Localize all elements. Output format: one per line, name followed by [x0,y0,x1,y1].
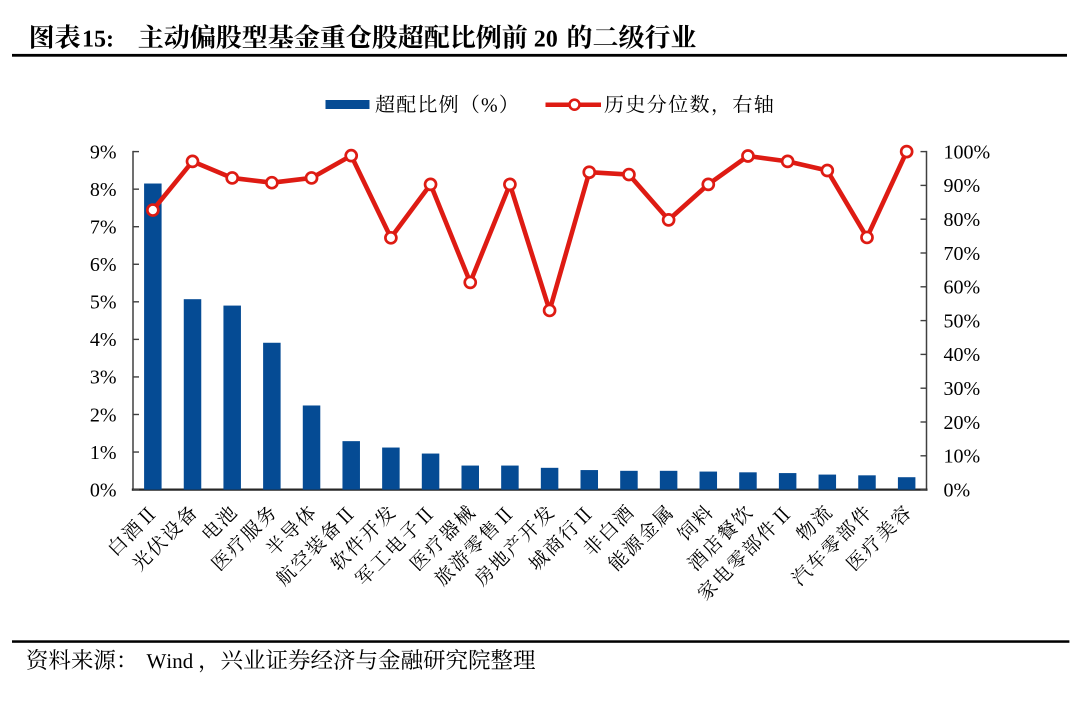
svg-text:80%: 80% [944,209,981,231]
svg-text:60%: 60% [944,277,981,299]
svg-text:2%: 2% [90,404,117,426]
svg-text:3%: 3% [90,367,117,389]
svg-text:7%: 7% [90,217,117,239]
svg-text:9%: 9% [90,141,117,163]
svg-text:40%: 40% [944,344,981,366]
svg-text:0%: 0% [90,479,117,501]
svg-text:5%: 5% [90,292,117,314]
svg-text:1%: 1% [90,442,117,464]
svg-text:70%: 70% [944,243,981,265]
svg-text:30%: 30% [944,378,981,400]
svg-text:8%: 8% [90,179,117,201]
svg-text:100%: 100% [944,141,991,163]
svg-text:6%: 6% [90,254,117,276]
svg-text:20%: 20% [944,412,981,434]
svg-text:10%: 10% [944,446,981,468]
svg-text:0%: 0% [944,479,971,501]
svg-text:4%: 4% [90,329,117,351]
svg-text:50%: 50% [944,310,981,332]
svg-text:90%: 90% [944,175,981,197]
